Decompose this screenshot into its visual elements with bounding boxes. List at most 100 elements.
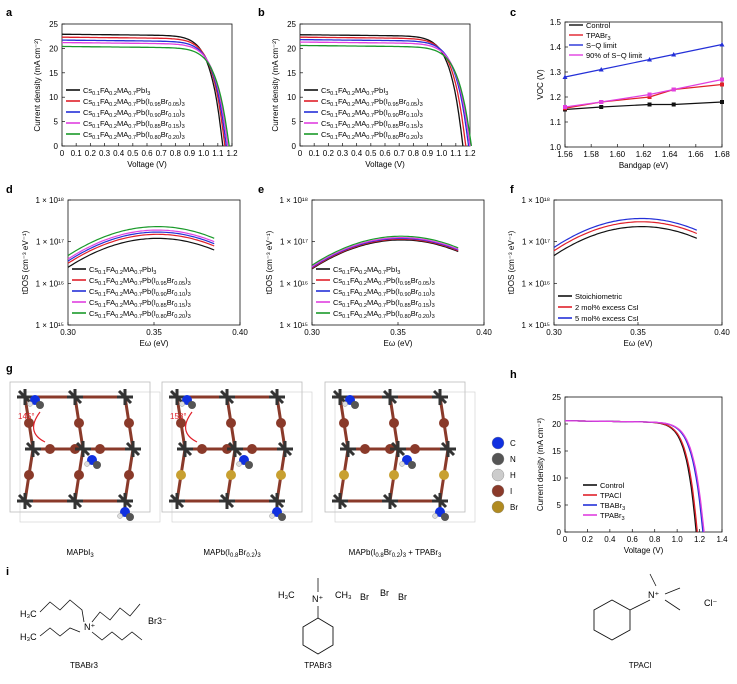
- legend-label: Cs0.1FA0.2MA0.7Pb(I0.90Br0.10)3: [333, 287, 435, 298]
- formula-sub: 0.80: [150, 135, 161, 141]
- counterion-label: Cl⁻: [704, 598, 717, 608]
- formula-sub: 0.1: [342, 270, 350, 276]
- formula-sub: 0.2: [115, 303, 123, 309]
- formula-sub: 0.7: [128, 135, 136, 141]
- chart-panel-c: c 1.56 1.58 1.60 1.62 1.64 1.66 1.68 1.0 1.1 1.2 1.…: [510, 7, 730, 170]
- formula-sub: 3: [432, 281, 435, 287]
- structure-caption: MAPb(I0.8Br0.2)3 + TPABr3: [349, 548, 442, 559]
- formula-part: Br: [399, 119, 407, 128]
- formula-sub: 3: [420, 113, 423, 119]
- counterion-label: Br3⁻: [148, 616, 167, 626]
- unit-cell-box: [9, 381, 151, 513]
- x-tick-label: 1.4: [716, 535, 728, 544]
- x-tick-label: 0.9: [422, 149, 434, 158]
- caption-part: MAPb(I: [203, 548, 230, 557]
- series-line: [553, 226, 698, 257]
- atom-label: N⁺: [312, 594, 323, 604]
- formula-sub: 3: [188, 292, 191, 298]
- formula-part: Pb(I: [136, 119, 150, 128]
- formula-part: Cs: [89, 309, 98, 318]
- pb-atom: [25, 441, 41, 457]
- formula-sub: 0.7: [366, 102, 374, 108]
- x-tick-label: 0.30: [60, 328, 76, 337]
- molecule-name: TPACl: [629, 661, 652, 670]
- x-tick-label: 1.0: [198, 149, 210, 158]
- series-line: [311, 239, 459, 270]
- halide-atom: [95, 444, 105, 454]
- legend-atom-swatch: [491, 452, 505, 466]
- halide-atom: [124, 418, 134, 428]
- formula-part: ): [417, 97, 420, 106]
- x-axis-label: Eω (eV): [384, 339, 413, 348]
- formula-part: Cs: [333, 265, 342, 274]
- formula-part: ): [179, 108, 182, 117]
- pb-atom: [17, 493, 33, 509]
- formula-sub: 3: [147, 91, 150, 97]
- legend-label: Cs0.1FA0.2MA0.7Pb(I0.95Br0.05)3: [89, 276, 191, 287]
- formula-sub: 3: [432, 314, 435, 320]
- series-line: [67, 237, 215, 268]
- formula-part: Pb(I: [136, 130, 150, 139]
- data-point: [599, 105, 604, 109]
- formula-sub: 0.1: [342, 314, 350, 320]
- formula-part: Br: [399, 130, 407, 139]
- legend-label: TPACl: [600, 491, 621, 500]
- formula-sub: 0.80: [388, 135, 399, 141]
- formula-sub: 0.7: [134, 292, 142, 298]
- formula-part: Cs: [89, 298, 98, 307]
- h-atom: [117, 513, 123, 519]
- data-point: [562, 74, 568, 79]
- formula-part: MA: [367, 276, 378, 285]
- formula-sub: 0.90: [150, 113, 161, 119]
- x-tick-label: 0.3: [99, 149, 111, 158]
- formula-sub: 0.7: [366, 91, 374, 97]
- bond: [649, 573, 657, 587]
- y-axis-label: Current density (mA cm⁻²): [33, 38, 42, 131]
- x-tick-label: 1.68: [714, 150, 730, 159]
- caption-part: 3: [403, 553, 407, 559]
- atom-label: N⁺: [84, 622, 95, 632]
- formula-part: Cs: [333, 287, 342, 296]
- formula-part: Pb(I: [136, 108, 150, 117]
- c-atom: [408, 461, 416, 469]
- alkyl-chain: [91, 603, 141, 623]
- halide-atom: [410, 444, 420, 454]
- series-line: [67, 226, 215, 257]
- angle-label: 145°: [18, 412, 35, 421]
- legend-label: Cs0.1FA0.2MA0.7Pb(I0.90Br0.10)3: [89, 287, 191, 298]
- pb-atom: [117, 493, 133, 509]
- formula-part: Br: [161, 97, 169, 106]
- c-atom: [351, 401, 359, 409]
- x-tick-label: 0: [60, 149, 65, 158]
- formula-sub: 0.2: [115, 314, 123, 320]
- data-point: [647, 57, 653, 62]
- formula-sub: 3: [432, 292, 435, 298]
- series-line: [61, 33, 224, 147]
- formula-part: TBABr: [600, 501, 623, 510]
- formula-sub: 0.1: [98, 314, 106, 320]
- formula-sub: 3: [182, 113, 185, 119]
- series-line: [300, 38, 470, 147]
- caption-part: 0.2: [246, 553, 255, 559]
- caption-part: 3: [90, 553, 94, 559]
- formula-part: FA: [338, 86, 347, 95]
- formula-sub: 3: [397, 270, 400, 276]
- formula-sub: 0.2: [347, 102, 355, 108]
- halide-atom: [24, 470, 34, 480]
- caption-part: ): [255, 548, 258, 557]
- pb-atom: [332, 493, 348, 509]
- data-point: [647, 92, 652, 97]
- c-atom: [93, 461, 101, 469]
- x-tick-label: 0.8: [649, 535, 661, 544]
- angle-arrow: [185, 411, 198, 443]
- halide-atom: [439, 470, 449, 480]
- formula-part: Cs: [321, 119, 330, 128]
- formula-sub: 0.1: [342, 292, 350, 298]
- formula-part: MA: [117, 130, 128, 139]
- formula-sub: 0.15: [406, 124, 417, 130]
- formula-sub: 0.2: [115, 270, 123, 276]
- formula-sub: 0.7: [128, 102, 136, 108]
- formula-part: ): [417, 119, 420, 128]
- formula-part: FA: [338, 130, 347, 139]
